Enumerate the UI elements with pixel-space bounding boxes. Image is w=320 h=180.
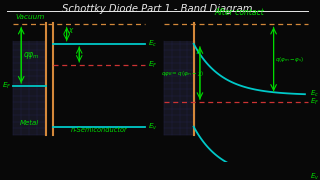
Text: $E_F$: $E_F$ — [2, 81, 12, 91]
Text: Metal: Metal — [20, 120, 39, 126]
Text: $E_F$: $E_F$ — [148, 60, 158, 70]
Text: $q\varphi_B=q(\varphi_m-\chi)$: $q\varphi_B=q(\varphi_m-\chi)$ — [161, 69, 204, 78]
Text: n-Semiconductor: n-Semiconductor — [70, 127, 127, 132]
Text: $q\varphi_m$: $q\varphi_m$ — [23, 50, 40, 61]
Text: Vacuum: Vacuum — [15, 14, 44, 20]
Text: $E_v$: $E_v$ — [310, 172, 319, 180]
Text: After contact: After contact — [214, 8, 264, 17]
Text: Schottky Diode Part 1 - Band Diagram: Schottky Diode Part 1 - Band Diagram — [62, 4, 253, 14]
Polygon shape — [13, 41, 46, 135]
Text: $q(\varphi_m-\varphi_s)$: $q(\varphi_m-\varphi_s)$ — [275, 55, 305, 64]
Text: $E_c$: $E_c$ — [148, 39, 157, 49]
Text: $E_F$: $E_F$ — [310, 97, 319, 107]
Text: $\chi$: $\chi$ — [68, 26, 75, 35]
Text: $E_c$: $E_c$ — [310, 89, 319, 99]
Text: $E_v$: $E_v$ — [148, 122, 158, 132]
Polygon shape — [164, 41, 194, 135]
